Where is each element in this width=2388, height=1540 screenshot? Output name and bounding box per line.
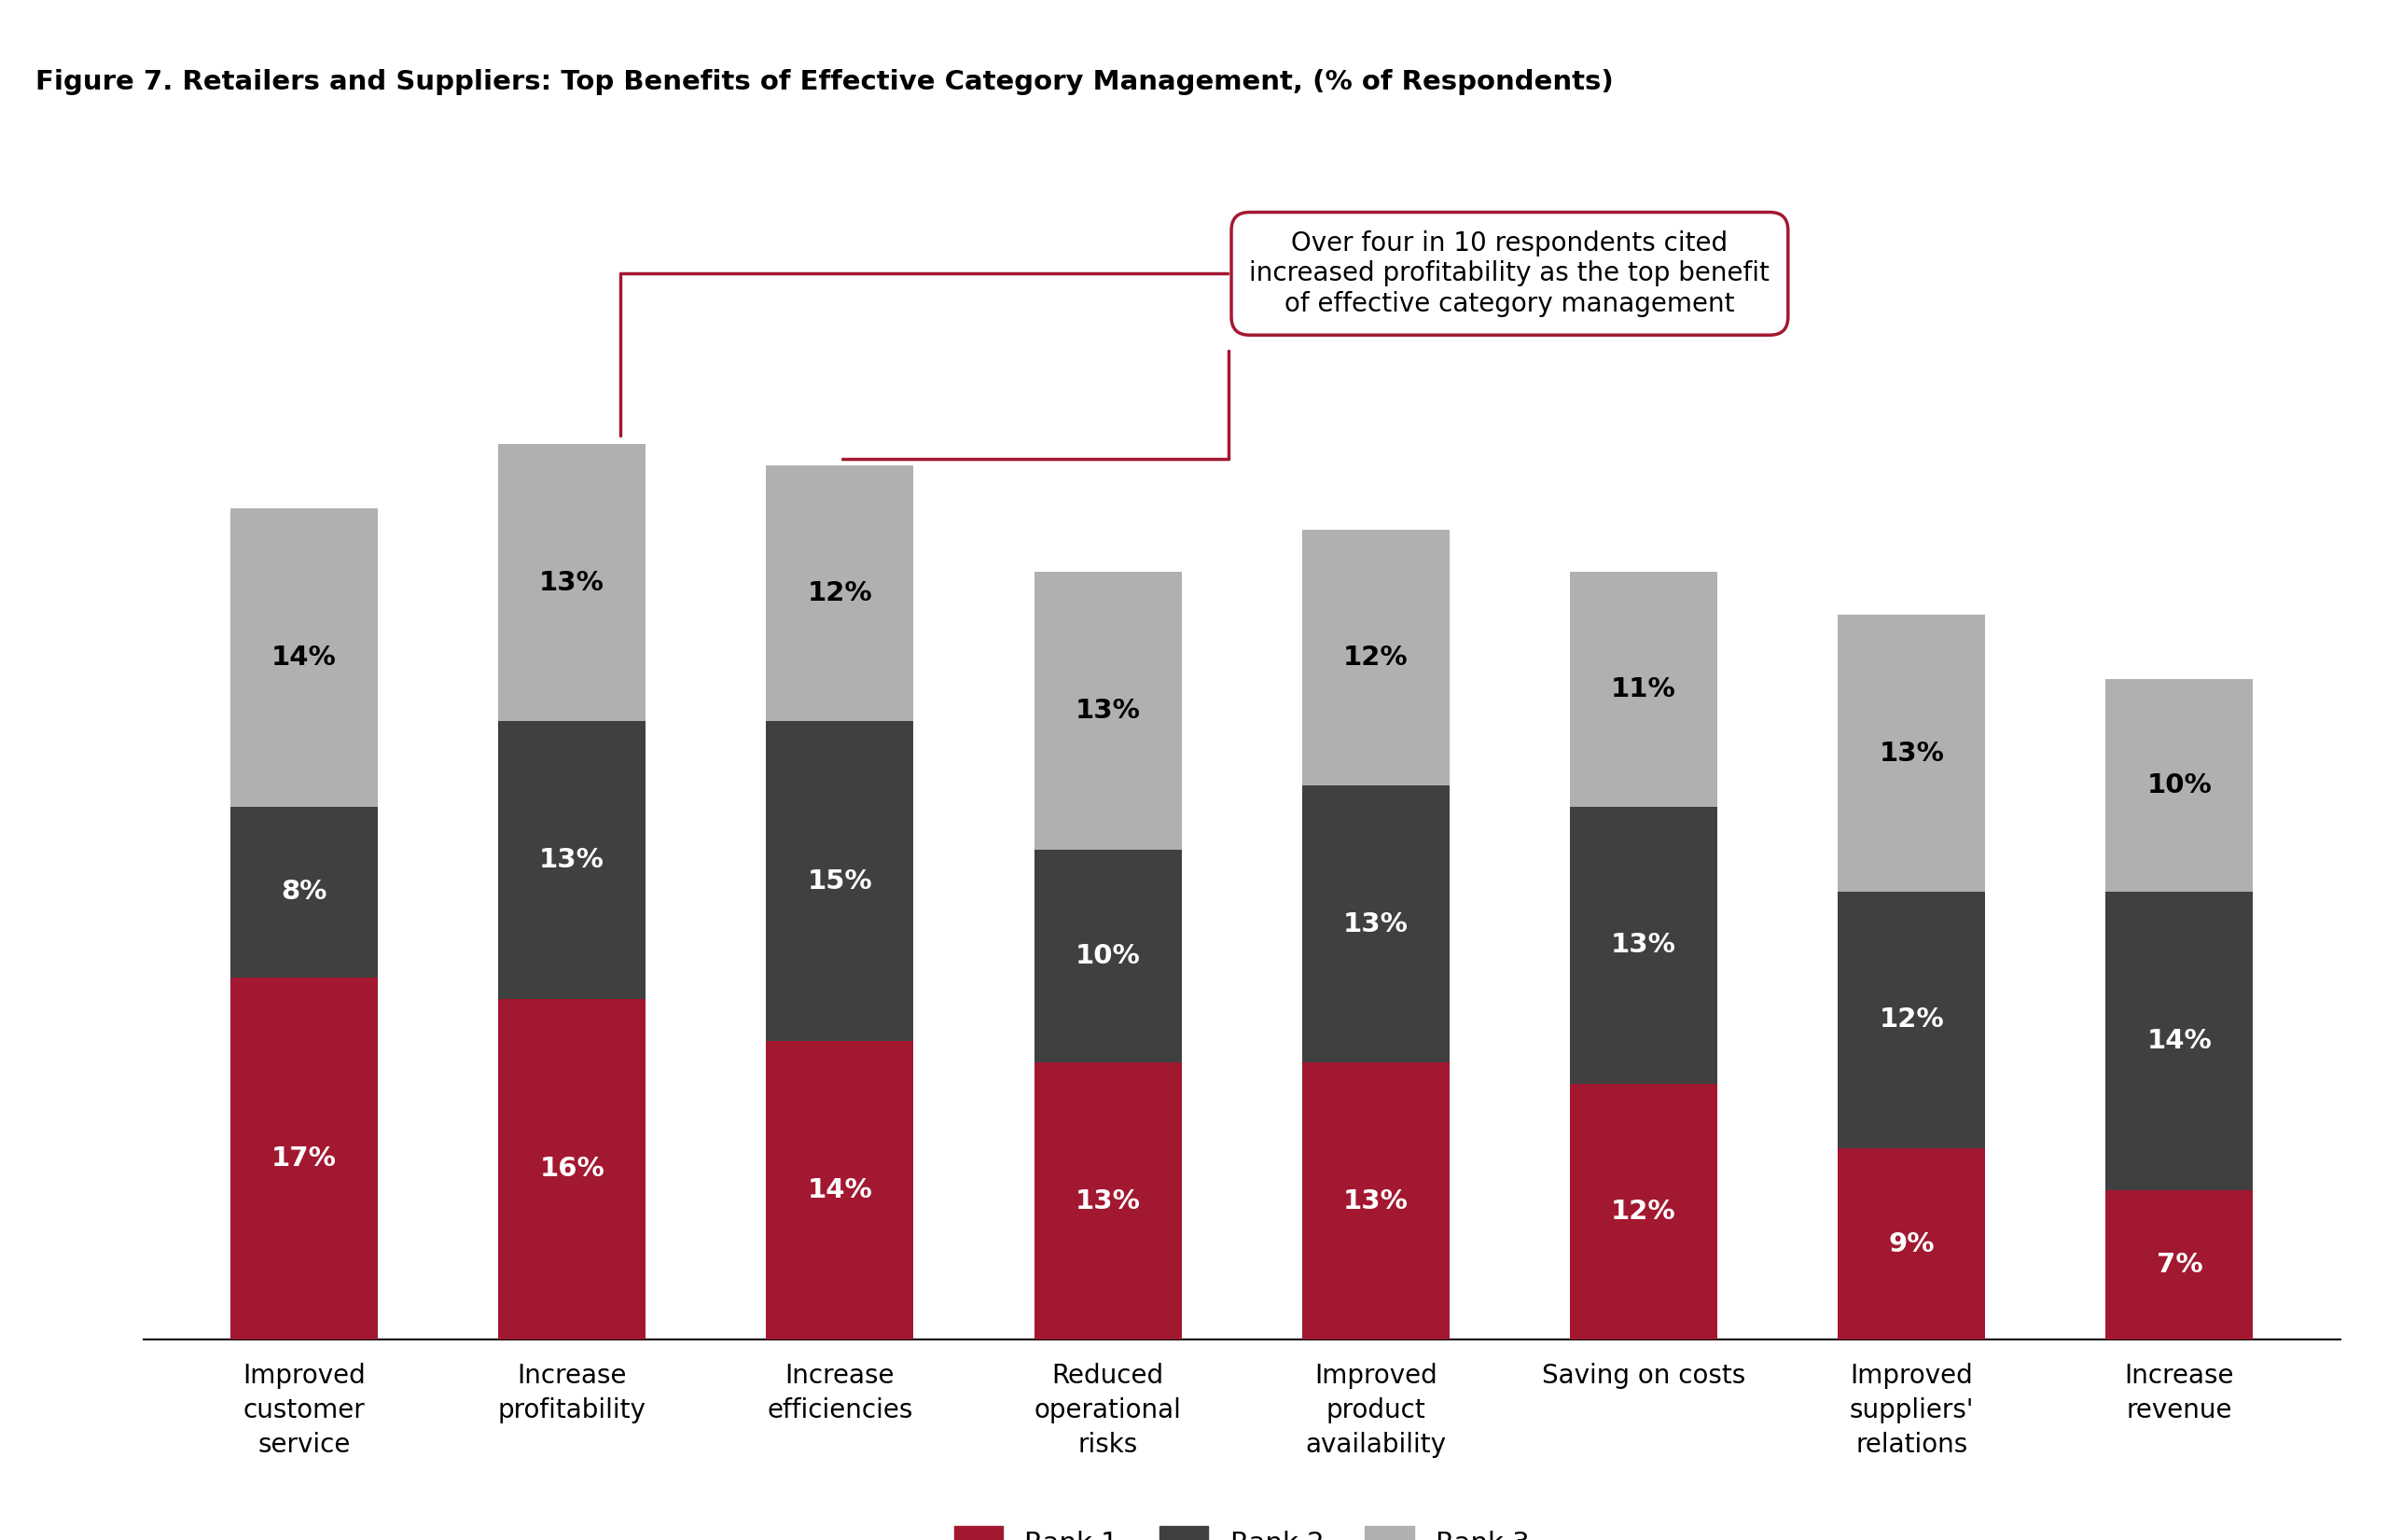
Text: 13%: 13% xyxy=(1342,912,1409,936)
Text: 12%: 12% xyxy=(807,581,872,607)
Bar xyxy=(2106,892,2254,1190)
Text: 14%: 14% xyxy=(807,1178,872,1204)
Text: 14%: 14% xyxy=(2147,1029,2211,1055)
Text: 17%: 17% xyxy=(272,1146,337,1172)
Bar xyxy=(767,1041,915,1340)
Text: 13%: 13% xyxy=(540,570,604,596)
Text: 12%: 12% xyxy=(1342,644,1409,670)
Bar xyxy=(229,508,377,807)
Text: Over four in 10 respondents cited
increased profitability as the top benefit
of : Over four in 10 respondents cited increa… xyxy=(621,231,1770,436)
Bar xyxy=(499,444,645,721)
Bar xyxy=(1301,1063,1450,1340)
Text: 7%: 7% xyxy=(2156,1252,2202,1278)
Bar xyxy=(499,998,645,1340)
Bar xyxy=(1569,573,1717,807)
Text: 15%: 15% xyxy=(807,869,872,895)
Bar xyxy=(767,721,915,1041)
Text: 12%: 12% xyxy=(1879,1007,1944,1033)
Bar xyxy=(1839,892,1984,1147)
Bar xyxy=(2106,1190,2254,1340)
Text: 13%: 13% xyxy=(540,847,604,873)
Bar xyxy=(1569,807,1717,1084)
Bar xyxy=(229,978,377,1340)
Bar xyxy=(1034,573,1182,850)
Text: 9%: 9% xyxy=(1889,1230,1934,1257)
Text: 13%: 13% xyxy=(1075,698,1141,724)
Bar xyxy=(499,721,645,998)
Text: 16%: 16% xyxy=(540,1157,604,1183)
Text: 14%: 14% xyxy=(272,644,337,670)
Text: 12%: 12% xyxy=(1612,1198,1676,1224)
Text: 13%: 13% xyxy=(1612,932,1676,958)
Text: 8%: 8% xyxy=(282,879,327,906)
Text: 13%: 13% xyxy=(1879,741,1944,767)
Text: 13%: 13% xyxy=(1342,1189,1409,1214)
Bar xyxy=(1034,1063,1182,1340)
Text: 10%: 10% xyxy=(1075,942,1141,969)
Bar xyxy=(1301,785,1450,1063)
Bar xyxy=(1034,850,1182,1063)
Bar xyxy=(767,465,915,721)
Text: 13%: 13% xyxy=(1075,1189,1141,1214)
Bar xyxy=(1839,1147,1984,1340)
Text: Figure 7. Retailers and Suppliers: Top Benefits of Effective Category Management: Figure 7. Retailers and Suppliers: Top B… xyxy=(36,69,1614,95)
Text: 11%: 11% xyxy=(1612,676,1676,702)
Bar xyxy=(229,807,377,978)
Bar xyxy=(1569,1084,1717,1340)
Bar xyxy=(1301,530,1450,785)
Legend: Rank 1, Rank 2, Rank 3: Rank 1, Rank 2, Rank 3 xyxy=(943,1515,1540,1540)
Text: 10%: 10% xyxy=(2147,773,2211,798)
Bar xyxy=(1839,614,1984,892)
Bar xyxy=(2106,679,2254,892)
